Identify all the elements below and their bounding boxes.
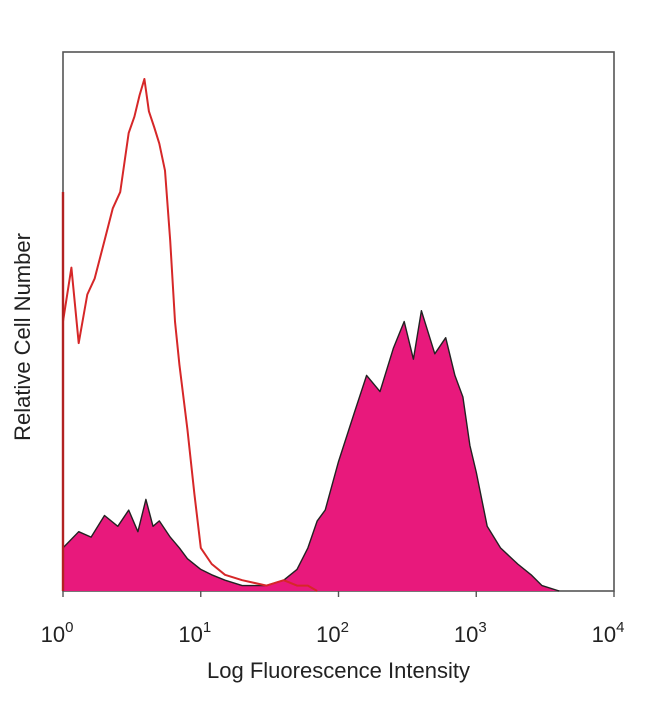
x-axis-ticks: 100 101 102 103 104 (41, 591, 625, 647)
x-tick-label: 101 (178, 619, 211, 647)
x-tick-exponent: 1 (203, 619, 211, 636)
x-tick-label: 104 (592, 619, 625, 647)
histogram-line-1 (62, 78, 318, 592)
x-tick-base: 10 (454, 622, 478, 647)
x-tick-exponent: 0 (65, 619, 73, 636)
series-layer (62, 78, 560, 592)
x-tick-base: 10 (41, 622, 65, 647)
x-tick-exponent: 3 (478, 619, 486, 636)
x-tick-exponent: 4 (616, 619, 624, 636)
x-axis-title: Log Fluorescence Intensity (207, 658, 470, 683)
x-tick-base: 10 (592, 622, 616, 647)
y-axis-title: Relative Cell Number (10, 233, 35, 441)
plot-area (61, 51, 615, 592)
x-tick-label: 103 (454, 619, 487, 647)
x-tick-base: 10 (178, 622, 202, 647)
x-tick-base: 10 (316, 622, 340, 647)
histogram-edge-0 (62, 310, 560, 592)
x-tick-exponent: 2 (341, 619, 349, 636)
histogram-fill-0 (63, 310, 560, 591)
x-tick-label: 100 (41, 619, 74, 647)
x-tick-label: 102 (316, 619, 349, 647)
